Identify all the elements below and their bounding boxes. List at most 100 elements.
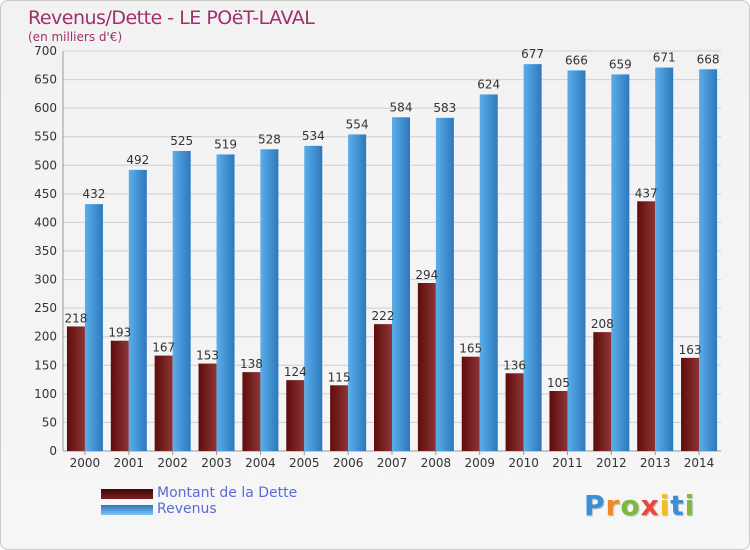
data-label-revenus: 668 [697, 52, 720, 66]
data-label-revenus: 584 [390, 100, 413, 114]
x-tick-label: 2008 [421, 456, 452, 470]
y-tick-label: 150 [34, 358, 57, 372]
bar-revenus [216, 154, 235, 451]
bar-dette [461, 356, 480, 451]
bar-revenus [304, 145, 323, 451]
data-label-dette: 115 [328, 370, 351, 384]
bar-revenus [611, 74, 630, 451]
bar-dette [505, 373, 524, 451]
bar-dette [374, 324, 392, 451]
bar-dette [549, 391, 568, 451]
bar-revenus [479, 94, 498, 451]
x-tick-label: 2004 [245, 456, 276, 470]
bar-dette [593, 332, 612, 451]
bar-revenus [172, 151, 191, 451]
y-tick-label: 300 [34, 273, 57, 287]
data-label-revenus: 528 [258, 132, 281, 146]
bar-revenus [392, 117, 410, 452]
y-tick-label: 200 [34, 330, 57, 344]
data-label-revenus: 534 [302, 129, 325, 143]
y-tick-label: 600 [34, 101, 57, 115]
data-label-revenus: 671 [653, 51, 676, 65]
logo-letter: i [684, 489, 696, 522]
bar-dette [154, 355, 173, 451]
bar-dette [417, 283, 436, 451]
y-tick-label: 400 [34, 215, 57, 229]
chart-subtitle: (en milliers d'€) [28, 30, 123, 44]
data-label-revenus: 677 [521, 47, 544, 61]
x-tick-label: 2013 [640, 456, 671, 470]
chart-title: Revenus/Dette - LE POëT-LAVAL [28, 7, 315, 29]
data-label-revenus: 432 [82, 187, 105, 201]
data-label-revenus: 519 [214, 137, 237, 151]
bar-dette [66, 326, 85, 451]
y-tick-label: 500 [34, 158, 57, 172]
bar-revenus [523, 64, 542, 451]
bar-revenus [348, 134, 367, 451]
bar-revenus [699, 69, 718, 452]
bar-revenus [655, 67, 674, 452]
data-label-revenus: 492 [126, 153, 149, 167]
y-tick-label: 250 [34, 301, 57, 315]
data-label-dette: 193 [108, 326, 131, 340]
y-tick-label: 50 [42, 415, 57, 429]
x-tick-label: 2000 [70, 456, 101, 470]
data-label-dette: 437 [635, 186, 658, 200]
x-tick-label: 2012 [596, 456, 627, 470]
data-label-dette: 218 [64, 311, 87, 325]
x-tick-label: 2001 [114, 456, 145, 470]
legend-swatch-dette [101, 489, 153, 499]
logo-letter: i [659, 489, 671, 522]
y-tick-label: 650 [34, 73, 57, 87]
logo-letter: x [640, 489, 660, 522]
data-label-revenus: 583 [433, 101, 456, 115]
bar-dette [637, 201, 656, 451]
data-label-dette: 136 [503, 358, 526, 372]
bar-revenus [260, 149, 279, 452]
data-label-dette: 208 [591, 317, 614, 331]
legend-swatch-revenus [101, 505, 153, 515]
legend-label-dette: Montant de la Dette [157, 485, 298, 501]
bar-dette [681, 357, 700, 451]
y-tick-label: 100 [34, 387, 57, 401]
logo-letter: t [670, 489, 685, 522]
logo-letter: o [620, 489, 641, 522]
y-tick-label: 550 [34, 130, 57, 144]
bar-dette [242, 372, 261, 451]
y-tick-label: 350 [34, 244, 57, 258]
bar-dette [330, 385, 349, 451]
data-label-dette: 167 [152, 341, 175, 355]
data-label-dette: 163 [679, 343, 702, 357]
bar-revenus [435, 117, 454, 451]
x-tick-label: 2010 [508, 456, 539, 470]
data-label-revenus: 666 [565, 53, 588, 67]
x-tick-label: 2002 [157, 456, 188, 470]
x-tick-label: 2007 [377, 456, 408, 470]
x-tick-label: 2005 [289, 456, 320, 470]
data-label-dette: 138 [240, 357, 263, 371]
data-label-dette: 294 [415, 268, 438, 282]
data-label-revenus: 554 [346, 117, 369, 131]
bar-dette [286, 380, 305, 451]
x-tick-label: 2011 [552, 456, 583, 470]
y-tick-label: 700 [34, 44, 57, 58]
bar-dette [110, 340, 129, 451]
legend-label-revenus: Revenus [157, 501, 217, 517]
x-tick-label: 2014 [684, 456, 715, 470]
data-label-revenus: 525 [170, 134, 193, 148]
data-label-dette: 165 [459, 342, 482, 356]
x-tick-label: 2006 [333, 456, 364, 470]
bar-revenus [567, 70, 586, 451]
y-tick-label: 0 [49, 444, 57, 458]
x-tick-label: 2009 [464, 456, 495, 470]
data-label-dette: 153 [196, 349, 219, 363]
data-label-revenus: 659 [609, 57, 632, 71]
data-label-dette: 105 [547, 376, 570, 390]
y-tick-label: 450 [34, 187, 57, 201]
bar-revenus [84, 204, 103, 451]
data-label-revenus: 624 [477, 77, 500, 91]
bar-dette [198, 363, 217, 451]
data-label-dette: 124 [284, 365, 307, 379]
